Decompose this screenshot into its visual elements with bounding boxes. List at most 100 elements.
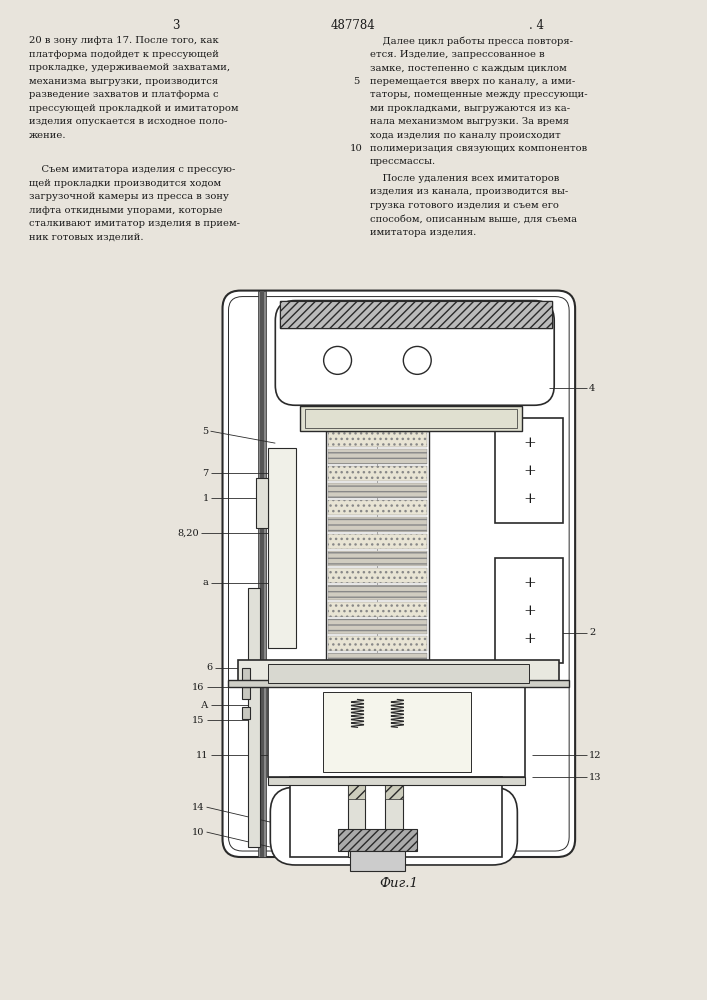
Text: 1: 1	[202, 494, 209, 503]
Bar	[327, 602, 427, 617]
Text: 7: 7	[202, 469, 209, 478]
Text: изделия из канала, производится вы-: изделия из канала, производится вы-	[370, 187, 568, 196]
Text: 20 в зону лифта 17. После того, как: 20 в зону лифта 17. После того, как	[29, 36, 219, 45]
Text: 6: 6	[206, 663, 213, 672]
Text: +: +	[523, 604, 536, 618]
Text: А: А	[201, 701, 209, 710]
Text: 487784: 487784	[331, 19, 375, 32]
Bar	[258, 291, 267, 857]
Text: 5: 5	[353, 77, 359, 86]
FancyBboxPatch shape	[275, 301, 554, 405]
Text: ник готовых изделий.: ник готовых изделий.	[29, 233, 144, 242]
Text: разведение захватов и платформа с: разведение захватов и платформа с	[29, 90, 219, 99]
Bar	[327, 636, 427, 651]
Text: После удаления всех имитаторов: После удаления всех имитаторов	[370, 174, 559, 183]
Bar	[327, 619, 427, 634]
Text: 12: 12	[589, 751, 602, 760]
Bar	[248, 588, 260, 847]
Bar	[327, 568, 427, 583]
Bar	[291, 777, 503, 857]
Text: 14: 14	[192, 803, 204, 812]
Bar	[337, 829, 417, 851]
Text: +: +	[523, 632, 536, 646]
Bar	[327, 466, 427, 481]
Bar	[496, 558, 563, 663]
Text: Фиг.1: Фиг.1	[380, 877, 419, 890]
Bar	[238, 660, 559, 687]
Bar	[385, 779, 403, 799]
Text: 16: 16	[192, 683, 204, 692]
Bar	[327, 670, 427, 684]
Text: а: а	[203, 578, 209, 587]
Bar	[385, 777, 403, 857]
Bar	[348, 777, 366, 857]
Bar	[300, 406, 522, 431]
Bar	[243, 668, 250, 680]
Text: . 4: . 4	[530, 19, 544, 32]
Text: прессующей прокладкой и имитатором: прессующей прокладкой и имитатором	[29, 104, 239, 113]
Bar	[327, 483, 427, 498]
Text: 8,20: 8,20	[177, 528, 199, 537]
Text: 15: 15	[192, 716, 204, 725]
Text: 3: 3	[172, 19, 180, 32]
Text: 4: 4	[589, 384, 595, 393]
Bar	[243, 707, 250, 719]
Bar	[305, 409, 518, 428]
Bar	[327, 449, 427, 464]
Text: +: +	[523, 492, 536, 506]
Bar	[280, 301, 552, 328]
Text: 13: 13	[589, 773, 602, 782]
Text: Далее цикл работы пресса повторя-: Далее цикл работы пресса повторя-	[370, 36, 573, 46]
Text: хода изделия по каналу происходит: хода изделия по каналу происходит	[370, 131, 561, 140]
Bar	[269, 448, 296, 648]
Bar	[323, 692, 471, 772]
Bar	[269, 664, 530, 683]
Text: +: +	[523, 436, 536, 450]
Text: платформа подойдет к прессующей: платформа подойдет к прессующей	[29, 50, 219, 59]
Text: 10: 10	[192, 828, 204, 837]
Text: нала механизмом выгрузки. За время: нала механизмом выгрузки. За время	[370, 117, 569, 126]
Text: прессмассы.: прессмассы.	[370, 157, 436, 166]
Bar	[327, 432, 427, 447]
Bar	[326, 431, 429, 765]
Bar	[496, 418, 563, 523]
Text: грузка готового изделия и съем его: грузка готового изделия и съем его	[370, 201, 559, 210]
Bar	[327, 517, 427, 532]
Text: замке, постепенно с каждым циклом: замке, постепенно с каждым циклом	[370, 63, 567, 72]
Bar	[327, 500, 427, 515]
Bar	[327, 534, 427, 549]
Text: Съем имитатора изделия с прессую-: Съем имитатора изделия с прессую-	[29, 165, 235, 174]
Text: +: +	[523, 464, 536, 478]
Text: ми прокладками, выгружаются из ка-: ми прокладками, выгружаются из ка-	[370, 104, 570, 113]
Text: перемещается вверх по каналу, а ими-: перемещается вверх по каналу, а ими-	[370, 77, 575, 86]
Text: полимеризация связующих компонентов: полимеризация связующих компонентов	[370, 144, 587, 153]
Bar	[349, 851, 405, 871]
Text: лифта откидными упорами, которые: лифта откидными упорами, которые	[29, 206, 223, 215]
Bar	[269, 687, 525, 777]
Bar	[327, 653, 427, 668]
Text: механизма выгрузки, производится: механизма выгрузки, производится	[29, 77, 218, 86]
Text: изделия опускается в исходное поло-: изделия опускается в исходное поло-	[29, 117, 228, 126]
Circle shape	[324, 346, 351, 374]
Bar	[327, 686, 427, 701]
Text: щей прокладки производится ходом: щей прокладки производится ходом	[29, 179, 221, 188]
Bar	[260, 291, 264, 857]
Bar	[348, 779, 366, 799]
Circle shape	[403, 346, 431, 374]
Text: +: +	[523, 576, 536, 590]
Bar	[269, 777, 525, 785]
Text: ется. Изделие, запрессованное в: ется. Изделие, запрессованное в	[370, 50, 544, 59]
Bar	[228, 680, 569, 687]
Text: имитатора изделия.: имитатора изделия.	[370, 228, 477, 237]
Bar	[327, 585, 427, 600]
Text: загрузочной камеры из пресса в зону: загрузочной камеры из пресса в зону	[29, 192, 229, 201]
Text: прокладке, удерживаемой захватами,: прокладке, удерживаемой захватами,	[29, 63, 230, 72]
Bar	[280, 301, 552, 328]
Bar	[327, 551, 427, 566]
FancyBboxPatch shape	[223, 291, 575, 857]
Text: сталкивают имитатор изделия в прием-: сталкивают имитатор изделия в прием-	[29, 219, 240, 228]
Bar	[257, 478, 269, 528]
Text: жение.: жение.	[29, 131, 66, 140]
Text: 5: 5	[202, 427, 209, 436]
Bar	[243, 687, 250, 699]
